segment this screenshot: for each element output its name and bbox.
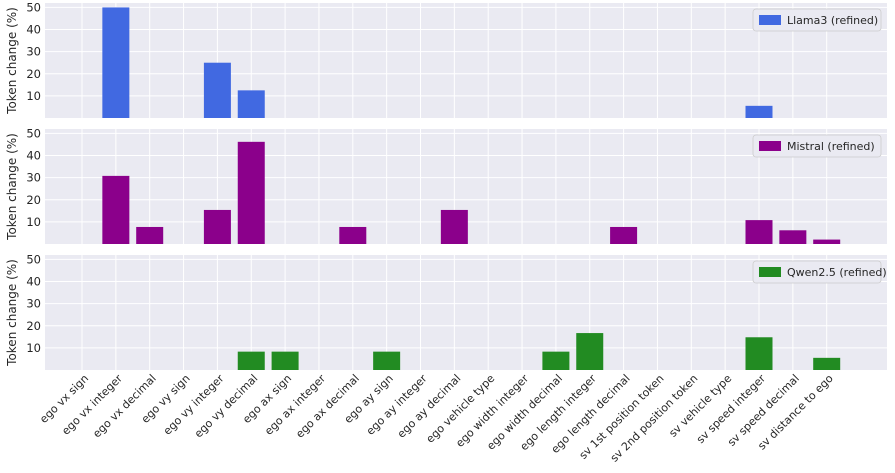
bar bbox=[542, 351, 570, 370]
bar bbox=[813, 357, 841, 370]
y-tick-label: 30 bbox=[26, 297, 41, 311]
panel-1: 10 20 30 40 50 Token change (%) Llama3 (refine… bbox=[5, 0, 887, 118]
y-tick-label: 40 bbox=[26, 149, 41, 163]
y-axis-label: Token change (%) bbox=[5, 7, 19, 115]
y-tick-label: 10 bbox=[26, 89, 41, 103]
legend-swatch bbox=[759, 141, 781, 151]
bar bbox=[102, 175, 130, 244]
bar bbox=[813, 239, 841, 244]
bar bbox=[339, 226, 367, 244]
y-tick-label: 20 bbox=[26, 67, 41, 81]
bar bbox=[373, 351, 401, 370]
y-axis-label: Token change (%) bbox=[5, 133, 19, 241]
y-tick-label: 30 bbox=[26, 171, 41, 185]
legend-label: Mistral (refined) bbox=[787, 140, 875, 153]
y-tick-label: 50 bbox=[26, 126, 41, 140]
bar bbox=[610, 226, 638, 244]
y-tick-label: 20 bbox=[26, 319, 41, 333]
y-tick-label: 40 bbox=[26, 275, 41, 289]
x-tick-label: ego vy integer bbox=[161, 372, 227, 438]
bar bbox=[779, 230, 807, 244]
legend: Mistral (refined) bbox=[752, 134, 882, 158]
bar bbox=[745, 105, 773, 118]
y-tick-label: 10 bbox=[26, 341, 41, 355]
x-tick-label: ego vx integer bbox=[59, 372, 125, 438]
y-tick-label: 10 bbox=[26, 215, 41, 229]
bar bbox=[102, 7, 130, 118]
legend-box bbox=[752, 260, 882, 284]
legend-box bbox=[752, 134, 882, 158]
x-tick-label: ego ay integer bbox=[364, 372, 430, 438]
plot-background bbox=[45, 3, 887, 118]
bar bbox=[237, 141, 265, 244]
y-tick-label: 40 bbox=[26, 23, 41, 37]
legend: Llama3 (refined) bbox=[752, 8, 882, 32]
bar bbox=[203, 209, 231, 244]
y-tick-label: 20 bbox=[26, 193, 41, 207]
bar bbox=[440, 209, 468, 244]
bar bbox=[237, 90, 265, 118]
panel-3: 10 20 30 40 50 Token change (%) Qwen2.5 (refin… bbox=[5, 252, 887, 370]
legend: Qwen2.5 (refined) bbox=[752, 260, 887, 284]
bar bbox=[576, 333, 604, 370]
x-tick-label: ego ax integer bbox=[262, 372, 328, 438]
panel-2: 10 20 30 40 50 Token change (%) Mistral (refin… bbox=[5, 126, 887, 244]
legend-box bbox=[752, 8, 882, 32]
bar bbox=[237, 351, 265, 370]
legend-label: Qwen2.5 (refined) bbox=[787, 266, 887, 279]
bar bbox=[745, 337, 773, 370]
bar bbox=[203, 62, 231, 118]
bar bbox=[745, 220, 773, 244]
legend-label: Llama3 (refined) bbox=[787, 14, 878, 27]
y-axis-label: Token change (%) bbox=[5, 259, 19, 367]
legend-swatch bbox=[759, 267, 781, 277]
y-tick-label: 50 bbox=[26, 0, 41, 14]
y-tick-label: 50 bbox=[26, 252, 41, 266]
bar bbox=[136, 226, 164, 244]
bar bbox=[271, 351, 299, 370]
legend-swatch bbox=[759, 15, 781, 25]
y-tick-label: 30 bbox=[26, 45, 41, 59]
